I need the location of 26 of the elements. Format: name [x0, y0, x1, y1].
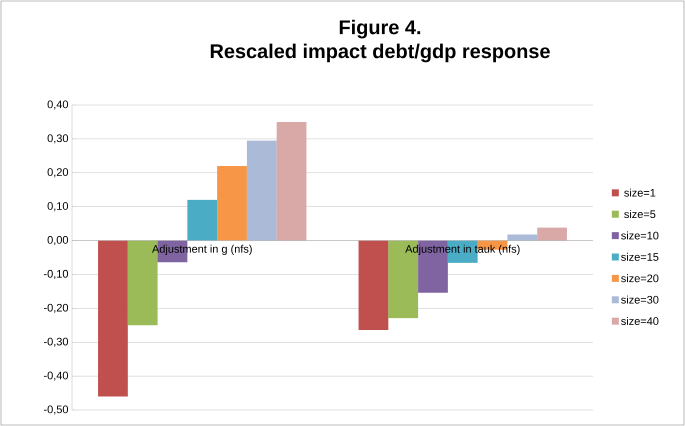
- y-tick-label: 0,00: [48, 236, 68, 246]
- bar: [246, 140, 277, 241]
- y-tick-label: -0,10: [44, 270, 68, 279]
- bar: [537, 228, 567, 241]
- bar: [187, 200, 218, 241]
- bar: [217, 166, 247, 241]
- chart-title: Figure 4.: [340, 20, 420, 38]
- legend-label: size=5: [624, 210, 656, 218]
- legend-label: size=40: [621, 316, 658, 326]
- y-tick-label: -0,30: [44, 338, 68, 347]
- bar: [358, 240, 388, 330]
- legend-label: size=1: [624, 188, 656, 197]
- y-tick-label: 0,30: [48, 134, 68, 144]
- y-tick-label: 0,40: [48, 100, 68, 110]
- chart-subtitle: Rescaled impact debt/gdp response: [210, 44, 550, 62]
- y-tick-label: 0,10: [48, 202, 68, 212]
- y-tick-label: -0,20: [44, 304, 68, 313]
- y-tick-label: -0,50: [44, 405, 68, 415]
- bar: [276, 122, 306, 241]
- bar: [98, 240, 128, 396]
- legend-label: size=10: [621, 231, 658, 240]
- y-tick-label: -0,40: [44, 372, 68, 381]
- y-tick-label: 0,20: [48, 168, 68, 178]
- legend-label: size=30: [621, 296, 658, 304]
- legend-label: size=20: [621, 274, 658, 282]
- legend-label: size=15: [621, 252, 658, 261]
